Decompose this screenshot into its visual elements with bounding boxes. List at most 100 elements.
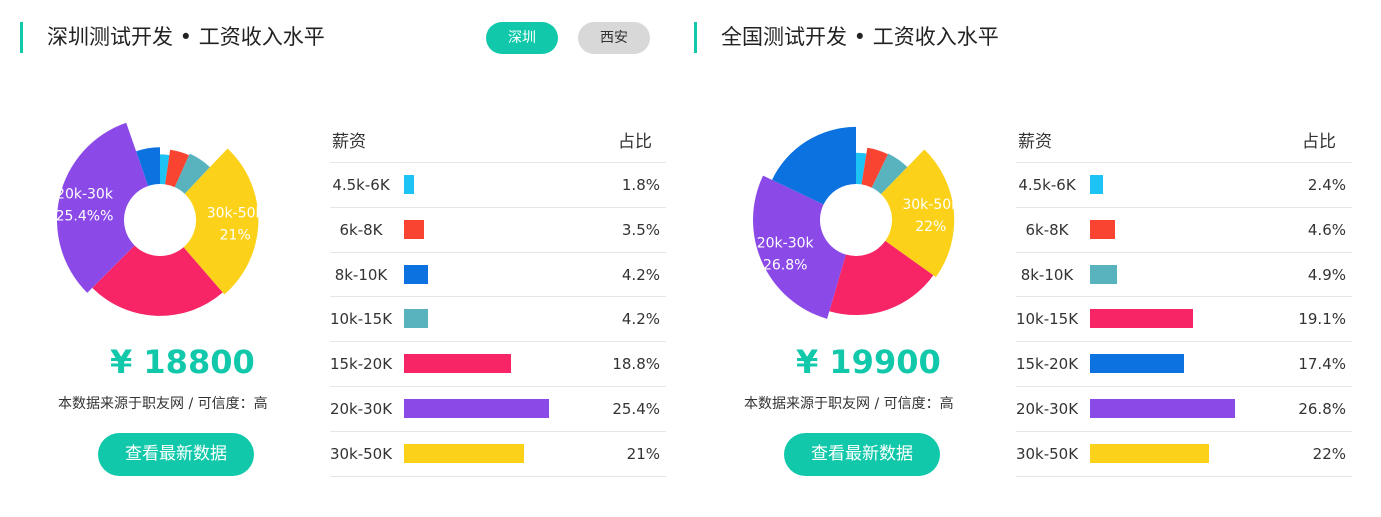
salary-ratio-label: 25.4% (612, 400, 660, 418)
table-divider (1016, 296, 1352, 298)
salary-bar-20k-30k (404, 399, 549, 418)
salary-ratio-label: 4.6% (1307, 220, 1346, 239)
city-button-xian[interactable]: 西安 (578, 22, 650, 54)
salary-ratio-label: 17.4% (1298, 355, 1346, 374)
table-divider (330, 341, 666, 343)
donut-slice-label: 20k-30k (757, 236, 815, 252)
title-accent-bar (694, 22, 697, 53)
salary-ratio-label: 19.1% (1298, 310, 1346, 329)
table-header-salary: 薪资 (1018, 132, 1052, 152)
salary-panel-national: 全国测试开发 • 工资收入水平 30k-50k 22% 20k-30k 26.8% ¥… (676, 0, 1381, 517)
donut-slice-4-5k-6k (856, 152, 867, 185)
salary-distribution-table: 薪资 占比 4.5k-6K 1.8% 6k-8K 3.5% 8k-10K 4.2% 10k-… (330, 118, 666, 488)
salary-rose-donut-chart: 30k-50k 21% 20k-30k 25.4%% (56, 122, 265, 316)
salary-ratio-label: 21% (626, 444, 660, 463)
table-divider (330, 430, 666, 432)
salary-distribution-table: 薪资 占比 4.5k-6K 2.4% 6k-8K 4.6% 8k-10K 4.9% 10k-… (1016, 118, 1352, 488)
table-header-ratio: 占比 (618, 132, 652, 152)
donut-slice-8k-10k (136, 147, 160, 186)
donut-slice-label: 22% (915, 219, 946, 235)
table-divider (330, 206, 666, 208)
donut-slice-30k-50k (183, 148, 259, 295)
view-latest-data-button[interactable]: 查看最新数据 (98, 433, 254, 476)
table-divider (330, 251, 666, 253)
salary-range-label: 10k-15K (329, 310, 393, 329)
salary-range-label: 4.5k-6K (332, 176, 390, 194)
donut-slice-6k-8k (165, 149, 190, 188)
donut-slice-8k-10k (871, 153, 908, 195)
table-divider (1016, 430, 1352, 432)
salary-rose-donut-chart: 30k-50k 22% 20k-30k 26.8% (753, 126, 960, 319)
data-source-note: 本数据来源于职友网 / 可信度：高 (744, 396, 954, 412)
donut-slice-10k-15k (829, 240, 934, 316)
salary-bar-30k-50k (404, 443, 524, 463)
donut-slice-label: 30k-50k (207, 206, 265, 222)
average-salary-value: ¥ 19900 (796, 343, 941, 381)
panel-title: 全国测试开发 • 工资收入水平 (721, 25, 999, 49)
salary-ratio-label: 4.9% (1307, 265, 1346, 284)
salary-bar-6k-8k (1090, 219, 1115, 239)
salary-ratio-label: 26.8% (1298, 400, 1346, 418)
view-latest-data-button[interactable]: 查看最新数据 (784, 433, 940, 476)
salary-range-label: 20k-30K (1015, 400, 1079, 418)
salary-ratio-label: 1.8% (621, 176, 660, 194)
table-header-ratio: 占比 (1302, 132, 1336, 152)
salary-bar-6k-8k (404, 219, 424, 239)
table-divider (1016, 386, 1352, 387)
salary-range-label: 30k-50K (329, 444, 393, 463)
panel-title: 深圳测试开发 • 工资收入水平 (47, 25, 325, 49)
salary-range-label: 15k-20K (329, 355, 393, 374)
table-divider (330, 475, 666, 477)
salary-ratio-label: 22% (1312, 444, 1346, 463)
table-divider (1016, 251, 1352, 253)
salary-ratio-label: 2.4% (1307, 176, 1346, 194)
city-button-shenzhen[interactable]: 深圳 (486, 22, 558, 54)
salary-bar-30k-50k (1090, 443, 1209, 463)
salary-range-label: 10k-15K (1015, 310, 1079, 329)
salary-range-label: 8k-10K (1020, 265, 1074, 284)
salary-bar-4-5k-6k (1090, 175, 1103, 194)
title-accent-bar (20, 22, 23, 53)
salary-bar-4-5k-6k (404, 175, 415, 194)
table-divider (330, 386, 666, 387)
table-divider (330, 162, 666, 163)
table-divider (1016, 206, 1352, 208)
donut-slice-label: 26.8% (763, 258, 807, 274)
salary-bar-8k-10k (1090, 264, 1117, 284)
donut-slice-4-5k-6k (160, 154, 170, 185)
table-divider (330, 296, 666, 298)
donut-slice-30k-50k (881, 149, 955, 278)
salary-range-label: 6k-8K (339, 220, 383, 239)
salary-bar-20k-30k (1090, 399, 1235, 418)
table-header-salary: 薪资 (332, 132, 366, 152)
salary-ratio-label: 4.2% (621, 310, 660, 329)
donut-slice-label: 30k-50k (902, 197, 960, 213)
salary-ratio-label: 3.5% (621, 220, 660, 239)
salary-panel-shenzhen: 深圳测试开发 • 工资收入水平 深圳 西安 30k-50k 21% 20k-30k 2… (0, 0, 680, 517)
salary-bar-10k-15k (404, 309, 428, 329)
donut-slice-6k-8k (861, 147, 888, 188)
table-divider (1016, 162, 1352, 163)
salary-ratio-label: 4.2% (621, 265, 660, 284)
salary-bar-15k-20k (1090, 354, 1185, 374)
salary-range-label: 8k-10K (334, 265, 388, 284)
salary-bar-15k-20k (404, 354, 512, 374)
salary-bar-10k-15k (1090, 309, 1194, 329)
salary-ratio-label: 18.8% (612, 355, 660, 374)
table-divider (1016, 341, 1352, 343)
average-salary-value: ¥ 18800 (110, 343, 255, 381)
salary-range-label: 15k-20K (1015, 355, 1079, 374)
salary-range-label: 4.5k-6K (1018, 176, 1076, 194)
donut-slice-15k-20k (772, 126, 856, 205)
salary-range-label: 30k-50K (1015, 444, 1079, 463)
donut-slice-15k-20k (92, 245, 223, 316)
salary-bar-8k-10k (404, 264, 428, 284)
salary-range-label: 20k-30K (329, 400, 393, 418)
data-source-note: 本数据来源于职友网 / 可信度：高 (58, 396, 268, 412)
table-divider (1016, 475, 1352, 477)
donut-slice-20k-30k (57, 122, 149, 293)
donut-slice-10k-15k (174, 153, 210, 194)
donut-slice-20k-30k (753, 175, 846, 319)
salary-range-label: 6k-8K (1025, 220, 1069, 239)
donut-slice-label: 25.4%% (56, 209, 114, 225)
